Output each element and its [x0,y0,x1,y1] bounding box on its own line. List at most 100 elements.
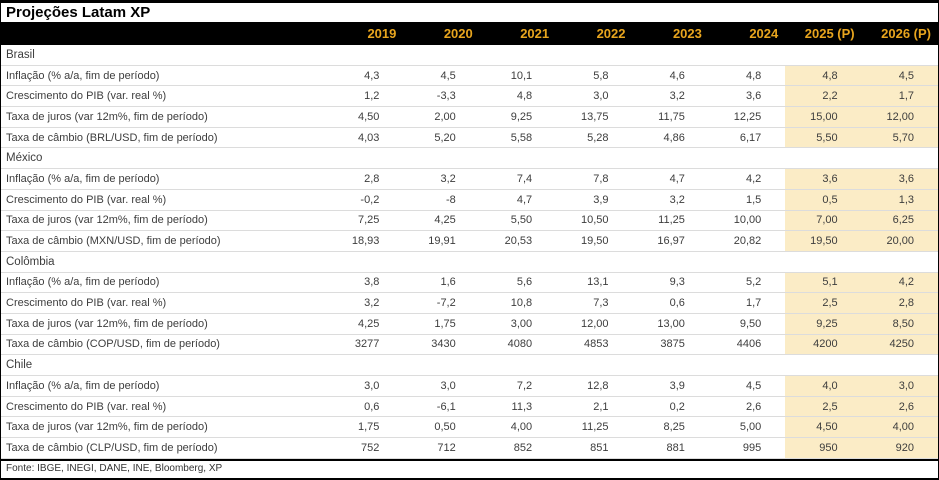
year-header-2022: 2022 [556,22,633,45]
metric-label: Crescimento do PIB (var. real %) [1,85,327,108]
value-cell: 3,2 [403,168,480,190]
metric-row: Inflação (% a/a, fim de período) 2,8 3,2 7… [1,168,938,190]
value-cell: 4853 [556,334,633,356]
projection-value-cell: 20,00 [861,230,938,252]
projection-value-cell: 3,6 [785,168,862,190]
value-cell: 881 [632,437,709,459]
value-cell: 1,5 [708,189,786,211]
value-cell: 3,2 [632,189,709,211]
value-cell: 11,75 [632,106,709,128]
value-cell: 12,8 [556,375,633,397]
value-cell: 16,97 [632,230,709,252]
metric-label: Taxa de câmbio (MXN/USD, fim de período) [1,230,327,252]
value-cell: 3277 [327,334,404,356]
page-title: Projeções Latam XP [6,4,151,21]
value-cell: 5,00 [708,416,786,439]
value-cell: 3875 [632,334,709,356]
projection-value-cell: 920 [861,437,938,459]
metric-row: Taxa de juros (var 12m%, fim de período)… [1,210,938,232]
value-cell: 7,4 [479,168,557,190]
value-cell: -3,3 [403,85,480,108]
value-cell: 4,00 [479,416,557,439]
projection-value-cell: 2,5 [785,292,862,314]
value-cell: 2,8 [327,168,404,190]
metric-label: Crescimento do PIB (var. real %) [1,189,327,211]
value-cell: 995 [708,437,786,459]
year-header-2021: 2021 [479,22,557,45]
metric-label: Taxa de câmbio (BRL/USD, fim de período) [1,127,327,149]
value-cell: 4,6 [632,65,709,87]
value-cell: 10,1 [479,65,557,87]
value-cell: 5,2 [708,272,786,294]
value-cell: 4,8 [708,65,786,87]
value-cell: 7,25 [327,210,404,232]
value-cell: 4080 [479,334,557,356]
year-header-2025P: 2025 (P) [785,22,862,45]
value-cell: 0,6 [632,292,709,314]
metric-label: Inflação (% a/a, fim de período) [1,375,327,397]
value-cell: 7,8 [556,168,633,190]
value-cell: 852 [479,437,557,459]
value-cell: 3,00 [479,313,557,335]
value-cell: 9,3 [632,272,709,294]
value-cell: 12,25 [708,106,786,128]
source-note: Fonte: IBGE, INEGI, DANE, INE, Bloomberg… [1,458,938,477]
projection-value-cell: 4,50 [785,416,862,439]
value-cell: 13,1 [556,272,633,294]
value-cell: 11,25 [632,210,709,232]
metric-label: Inflação (% a/a, fim de período) [1,65,327,87]
value-cell: -6,1 [403,396,480,418]
value-cell: 4,2 [708,168,786,190]
metric-row: Crescimento do PIB (var. real %) 3,2 -7,2… [1,292,938,314]
value-cell: 18,93 [327,230,404,252]
value-cell: 3,0 [403,375,480,397]
country-row: Brasil [1,45,938,66]
value-cell: 3,9 [556,189,633,211]
country-label: Brasil [1,45,938,66]
value-cell: 1,75 [327,416,404,439]
value-cell: 4,7 [632,168,709,190]
value-cell: 9,25 [479,106,557,128]
projection-value-cell: 5,50 [785,127,862,149]
projection-value-cell: 1,3 [861,189,938,211]
value-cell: 4,50 [327,106,404,128]
value-cell: 3,0 [556,85,633,108]
value-cell: 4,3 [327,65,404,87]
metric-row: Taxa de juros (var 12m%, fim de período)… [1,416,938,439]
value-cell: 5,6 [479,272,557,294]
metric-row: Crescimento do PIB (var. real %) 1,2 -3,3… [1,85,938,108]
value-cell: -0,2 [327,189,404,211]
metric-row: Inflação (% a/a, fim de período) 3,0 3,0 7… [1,375,938,397]
value-cell: 8,25 [632,416,709,439]
projection-value-cell: 2,5 [785,396,862,418]
value-cell: 10,8 [479,292,557,314]
value-cell: 11,25 [556,416,633,439]
value-cell: 5,8 [556,65,633,87]
value-cell: 4,25 [327,313,404,335]
value-cell: 20,53 [479,230,557,252]
projection-value-cell: 15,00 [785,106,862,128]
header-corner-cell [1,22,327,45]
projection-value-cell: 7,00 [785,210,862,232]
metric-row: Inflação (% a/a, fim de período) 3,8 1,6 5… [1,272,938,294]
metric-label: Inflação (% a/a, fim de período) [1,168,327,190]
value-cell: 2,00 [403,106,480,128]
metric-label: Taxa de juros (var 12m%, fim de período) [1,416,327,439]
metric-label: Crescimento do PIB (var. real %) [1,292,327,314]
metric-label: Taxa de juros (var 12m%, fim de período) [1,210,327,232]
metric-row: Taxa de câmbio (MXN/USD, fim de período)… [1,230,938,252]
value-cell: 11,3 [479,396,557,418]
projection-value-cell: 2,8 [861,292,938,314]
projection-value-cell: 4,00 [861,416,938,439]
value-cell: 3430 [403,334,480,356]
year-header-2019: 2019 [327,22,404,45]
value-cell: 5,20 [403,127,480,149]
value-cell: 2,6 [708,396,786,418]
value-cell: 0,50 [403,416,480,439]
projection-value-cell: 12,00 [861,106,938,128]
metric-row: Taxa de juros (var 12m%, fim de período)… [1,106,938,128]
projection-value-cell: 0,5 [785,189,862,211]
value-cell: 5,50 [479,210,557,232]
projection-value-cell: 5,1 [785,272,862,294]
